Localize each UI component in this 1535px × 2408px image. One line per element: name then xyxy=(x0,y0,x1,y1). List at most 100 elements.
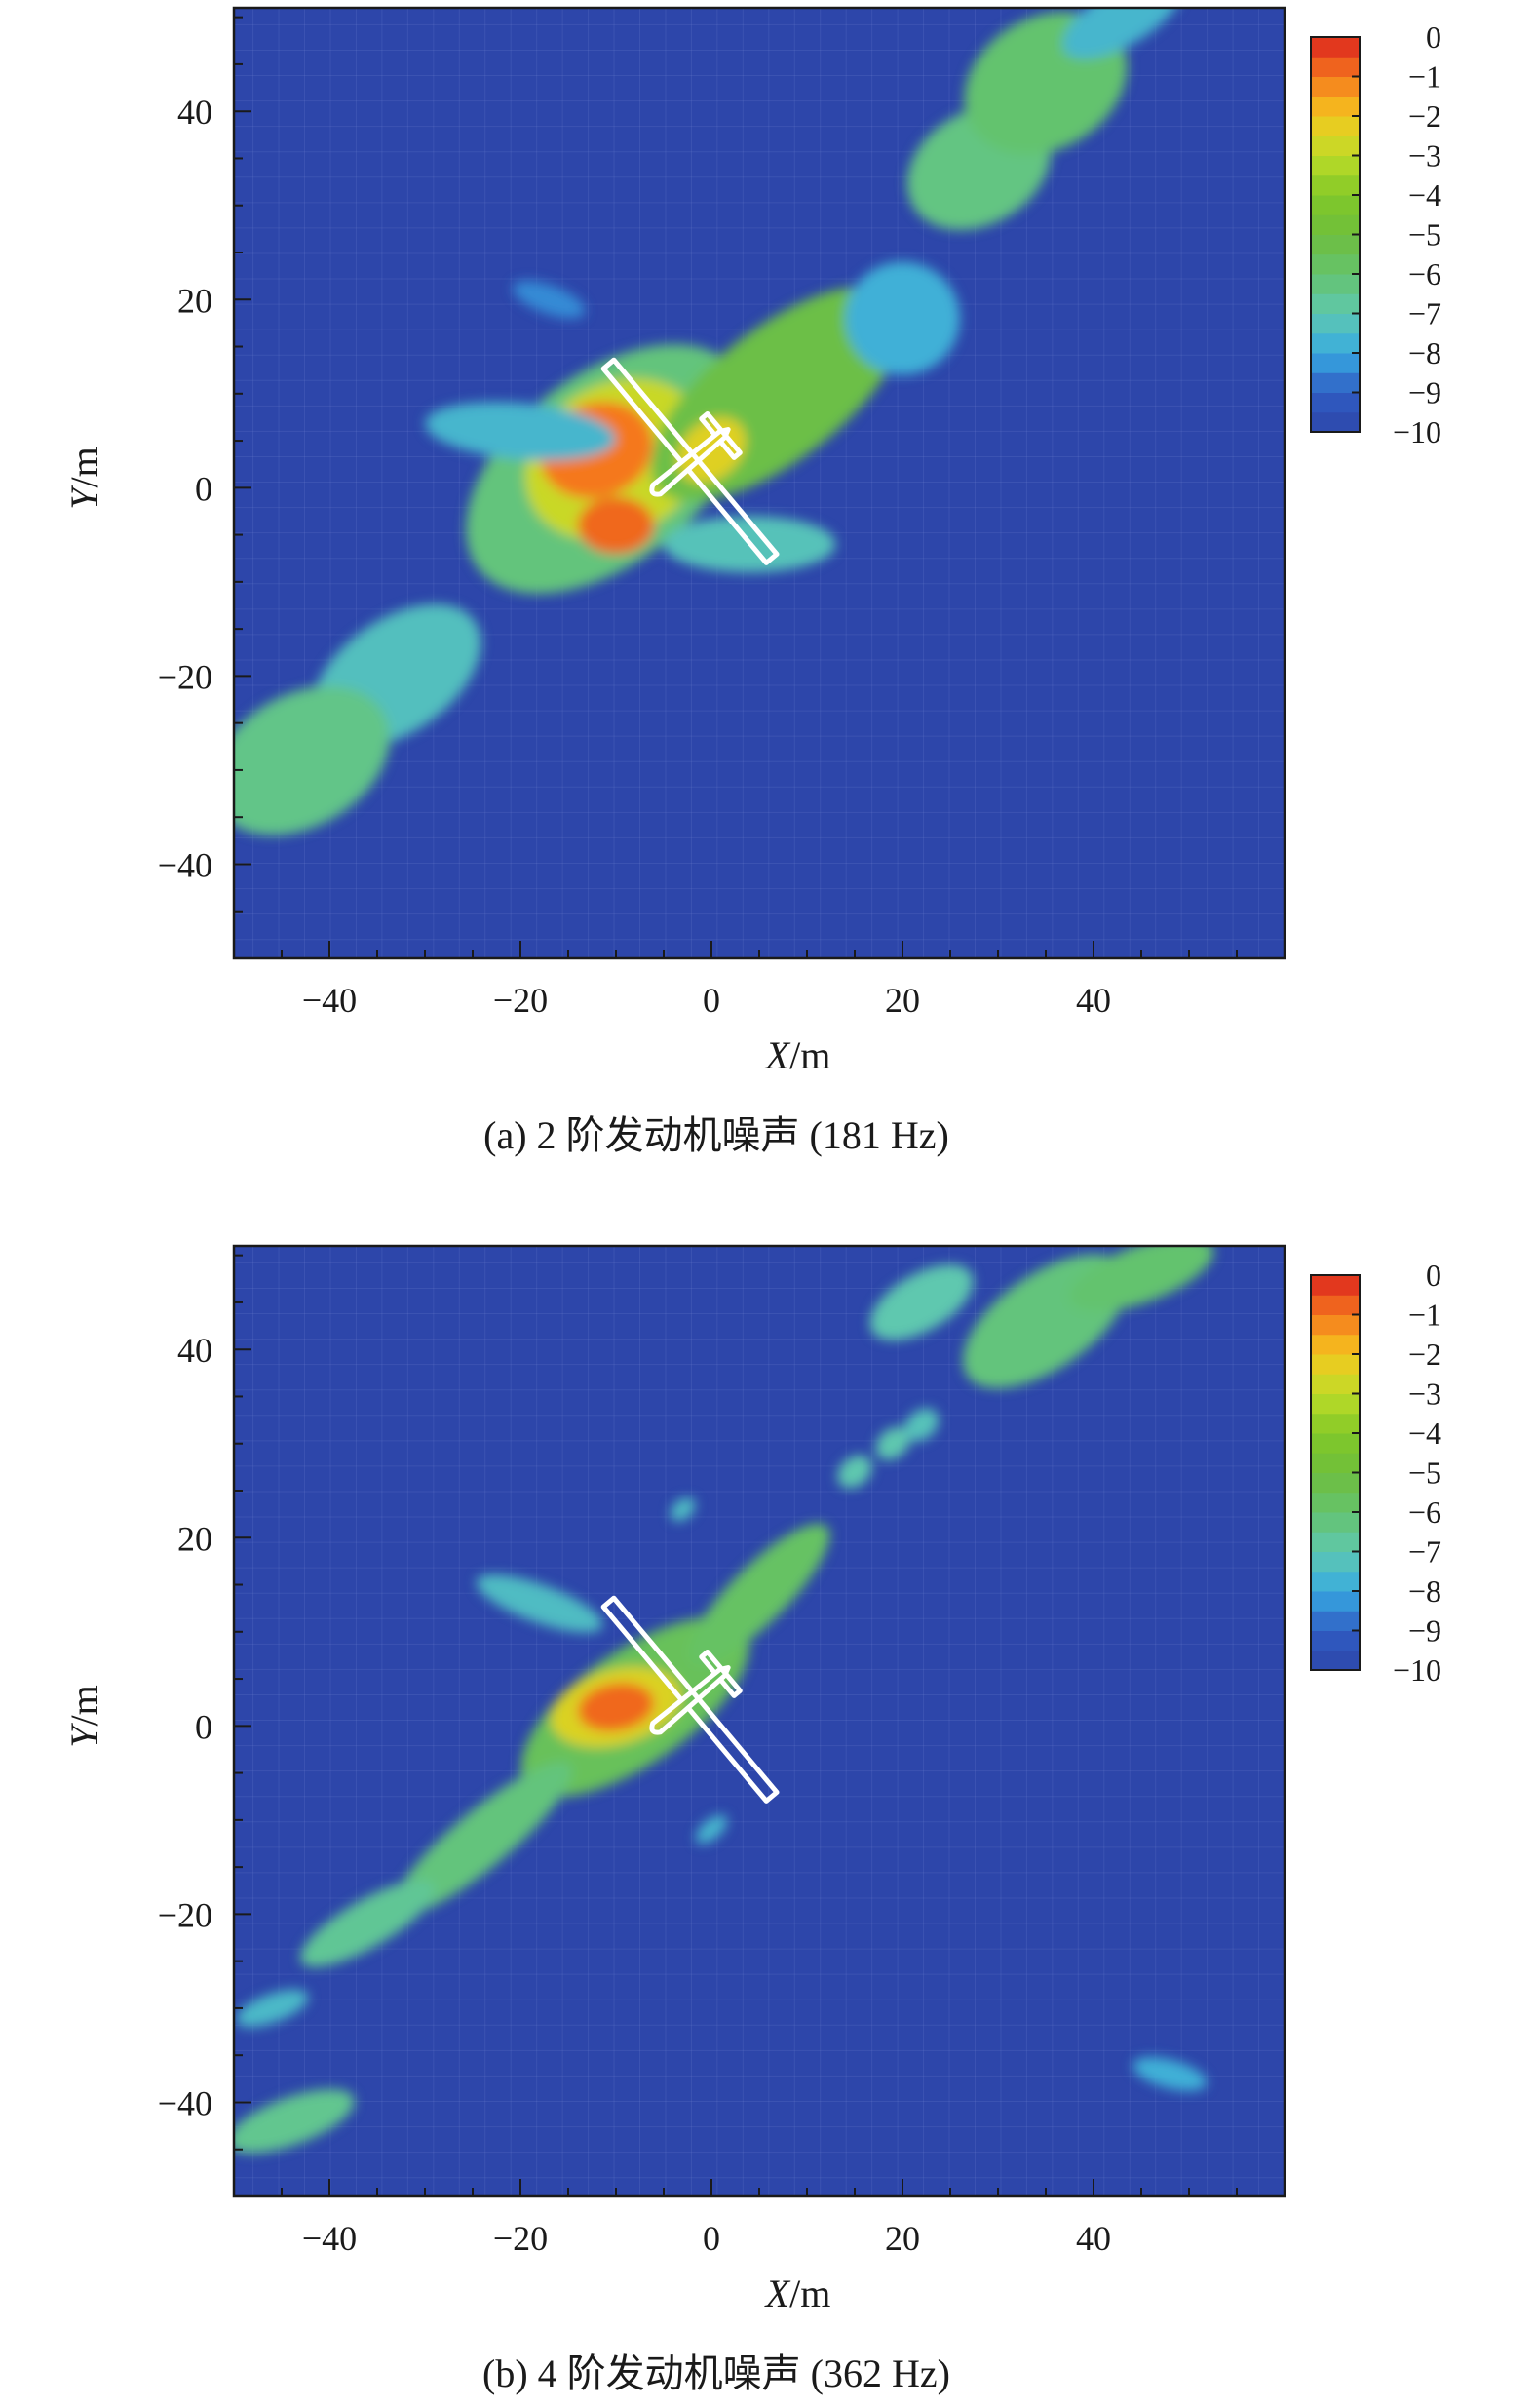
colorbar-band xyxy=(1311,411,1360,433)
colorbar-tick-label: −4 xyxy=(1408,177,1441,213)
y-tick-label: 0 xyxy=(195,469,212,508)
colorbar-tick-label: −5 xyxy=(1408,1456,1441,1491)
colorbar-band xyxy=(1311,332,1360,354)
colorbar-band xyxy=(1311,76,1360,97)
colorbar-band xyxy=(1311,1571,1360,1592)
heatmap-blob xyxy=(300,1880,436,1967)
heatmap-blob xyxy=(1132,2057,1208,2091)
axis-ticks xyxy=(233,1254,1286,2197)
colorbar-band xyxy=(1311,1374,1360,1394)
colorbar-tick-label: −8 xyxy=(1408,335,1441,370)
colorbar-band xyxy=(1311,1532,1360,1552)
y-tick-label: 20 xyxy=(177,1519,212,1558)
colorbar-band xyxy=(1311,1453,1360,1473)
heatmap-blob xyxy=(234,2089,355,2154)
colorbar-tick-label: −4 xyxy=(1408,1416,1441,1451)
colorbar-tick-label: 0 xyxy=(1426,1258,1441,1293)
heatmap-field xyxy=(234,1246,1285,2196)
x-tick-label: 0 xyxy=(703,2219,720,2258)
x-axis-unit: /m xyxy=(789,2272,830,2315)
y-tick-label: −20 xyxy=(158,1895,212,1934)
colorbar-band xyxy=(1311,195,1360,215)
heatmap-blob xyxy=(513,281,586,319)
heatmap-blob xyxy=(845,261,960,375)
heatmap-blob xyxy=(578,1683,654,1731)
colorbar-tick-label: −6 xyxy=(1408,256,1441,291)
colorbar: 0−1−2−3−4−5−6−7−8−9−10 xyxy=(1310,1258,1441,1688)
x-axis-label: X/m xyxy=(764,2272,831,2315)
colorbar-band xyxy=(1311,214,1360,235)
colorbar-band xyxy=(1311,1314,1360,1336)
heatmap-blob xyxy=(837,1455,872,1489)
colorbar-band xyxy=(1311,1492,1360,1513)
aircraft-icon xyxy=(600,357,780,565)
x-axis-unit: /m xyxy=(789,1033,830,1077)
heatmap-blob xyxy=(688,1523,830,1665)
colorbar-band xyxy=(1311,1630,1360,1651)
colorbar-band xyxy=(1311,1275,1360,1296)
colorbar-tick-label: −3 xyxy=(1408,138,1441,174)
colorbar-band xyxy=(1311,1512,1360,1533)
colorbar-band xyxy=(1311,253,1360,275)
panel-a: −40 −20 0 20 40−40−2002040X/mY/m0−1−2−3−4−5−… xyxy=(62,6,1441,1157)
colorbar-band xyxy=(1311,293,1360,314)
colorbar-tick-label: −10 xyxy=(1393,414,1441,449)
colorbar-tick-label: −2 xyxy=(1408,98,1441,134)
colorbar-band xyxy=(1311,372,1360,393)
heatmap-blob xyxy=(392,1762,572,1916)
colorbar-band xyxy=(1311,136,1360,156)
colorbar-band xyxy=(1311,155,1360,176)
colorbar-tick-label: −9 xyxy=(1408,1613,1441,1649)
x-tick-label: 20 xyxy=(885,2219,920,2258)
colorbar-tick-label: −3 xyxy=(1408,1377,1441,1412)
colorbar-band xyxy=(1311,1354,1360,1375)
heatmap-blob xyxy=(476,1574,603,1633)
colorbar-tick-label: −1 xyxy=(1408,59,1441,95)
colorbar-tick-label: −2 xyxy=(1408,1337,1441,1372)
heatmap-blob xyxy=(875,1426,910,1460)
heatmap-blob xyxy=(670,1497,696,1522)
panel-b-plot-area: −40 −20 0 20 40−40−2002040X/mY/m0−1−2−3−4−5−… xyxy=(62,1244,1441,2315)
colorbar-tick-label: −1 xyxy=(1408,1298,1441,1333)
y-axis-variable: Y xyxy=(62,1723,106,1748)
heatmap-blob xyxy=(695,1814,728,1845)
colorbar-band xyxy=(1311,37,1360,58)
y-axis-variable: Y xyxy=(62,485,106,510)
y-axis-label: Y/m xyxy=(62,1685,106,1747)
heatmap-blobs xyxy=(234,1246,1214,2154)
heatmap-blob xyxy=(236,1989,309,2028)
colorbar-band xyxy=(1311,175,1360,196)
heatmap-blob xyxy=(869,1264,974,1340)
heatmap-blob xyxy=(1062,8,1182,59)
colorbar-tick-label: −5 xyxy=(1408,217,1441,252)
colorbar-tick-label: 0 xyxy=(1426,19,1441,55)
x-tick-label: 20 xyxy=(885,981,920,1020)
x-tick-label: −40 xyxy=(302,981,357,1020)
colorbar: 0−1−2−3−4−5−6−7−8−9−10 xyxy=(1310,19,1441,449)
y-tick-label: 40 xyxy=(177,93,212,132)
colorbar-band xyxy=(1311,1591,1360,1612)
x-tick-label: −20 xyxy=(493,981,548,1020)
colorbar-band xyxy=(1311,274,1360,294)
heatmap-blob xyxy=(577,496,655,554)
x-tick-label: −40 xyxy=(302,2219,357,2258)
colorbar-band xyxy=(1311,313,1360,334)
colorbar-band xyxy=(1311,96,1360,117)
heatmap-background xyxy=(234,8,1285,958)
x-tick-label: 0 xyxy=(703,981,720,1020)
x-tick-label: −20 xyxy=(493,2219,548,2258)
colorbar-band xyxy=(1311,116,1360,136)
heatmap-blobs xyxy=(234,8,1182,835)
colorbar-band xyxy=(1311,57,1360,77)
colorbar-band xyxy=(1311,1413,1360,1434)
y-tick-label: 40 xyxy=(177,1331,212,1370)
x-tick-label: 40 xyxy=(1076,981,1111,1020)
heatmap-blob xyxy=(234,685,390,835)
colorbar-band xyxy=(1311,353,1360,373)
y-tick-label: −20 xyxy=(158,657,212,696)
y-tick-label: −40 xyxy=(158,845,212,884)
colorbar-band xyxy=(1311,1650,1360,1671)
y-tick-label: 0 xyxy=(195,1707,212,1746)
y-axis-unit: /m xyxy=(62,1685,106,1726)
